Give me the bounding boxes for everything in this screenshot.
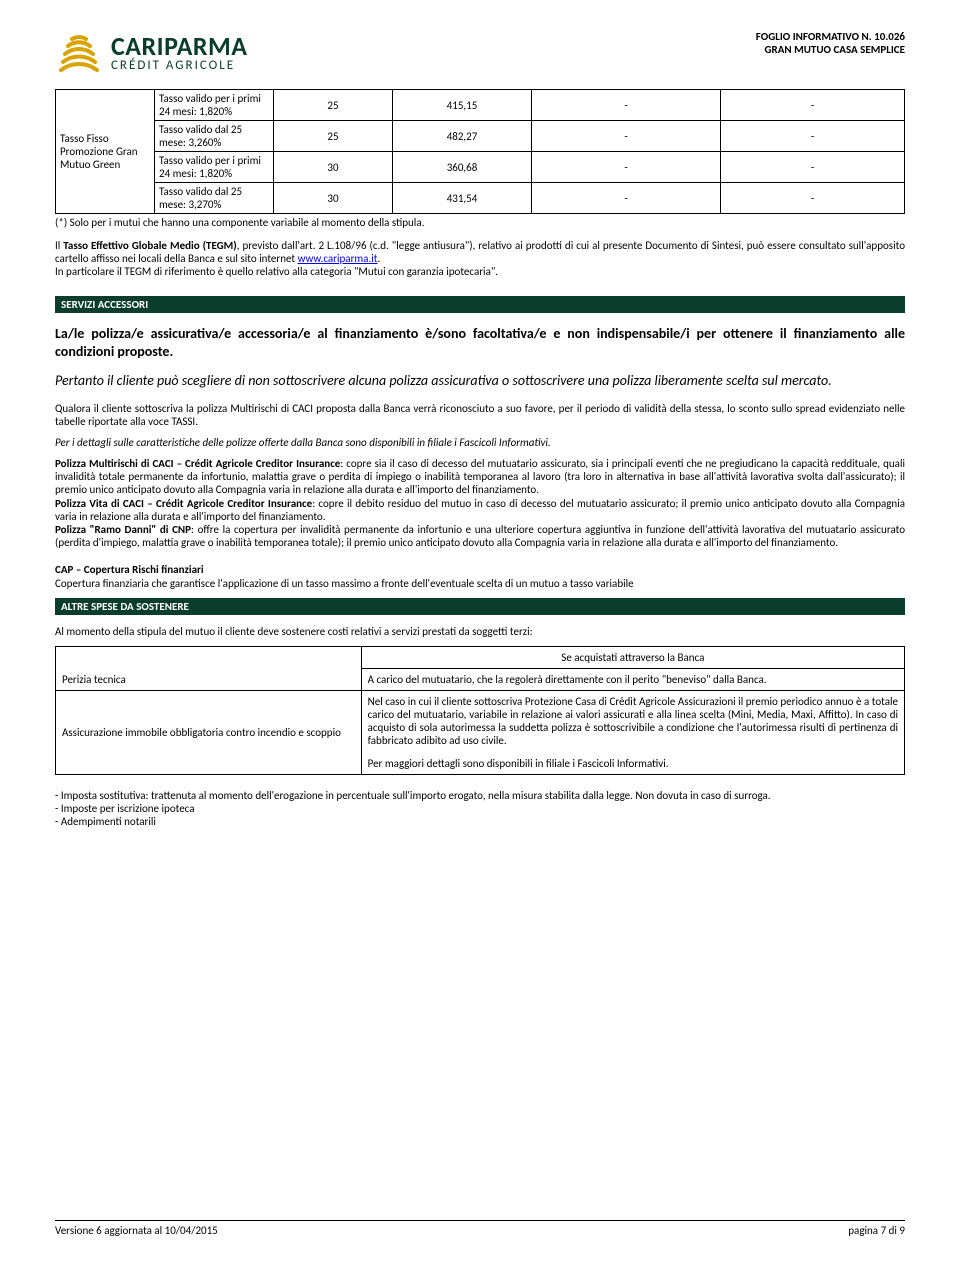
tegm-link[interactable]: www.cariparma.it — [298, 252, 378, 265]
exp-r1-label: Perizia tecnica — [56, 668, 362, 690]
exp-r2-cell: Nel caso in cui il cliente sottoscriva P… — [361, 690, 904, 774]
pol2-b: Polizza Vita di CACI – Crédit Agricole C… — [55, 497, 312, 510]
table-row: Perizia tecnica A carico del mutuatario,… — [56, 668, 905, 690]
post3: - Adempimenti notarili — [55, 815, 905, 828]
rate-rowhead: Tasso Fisso Promozione Gran Mutuo Green — [56, 90, 155, 214]
rate-c3: - — [532, 152, 721, 183]
page-header: CARIPARMA CRÉDIT AGRICOLE FOGLIO INFORMA… — [55, 30, 905, 74]
rate-footnote: (*) Solo per i mutui che hanno una compo… — [55, 216, 905, 229]
doc-sub: GRAN MUTUO CASA SEMPLICE — [756, 43, 905, 56]
rate-c2: 415,15 — [393, 90, 532, 121]
rate-c4: - — [721, 121, 905, 152]
exp-r2-text1: Nel caso in cui il cliente sottoscriva P… — [368, 695, 898, 747]
pol1-b: Polizza Multirischi di CACI – Crédit Agr… — [55, 457, 340, 470]
rate-table: Tasso Fisso Promozione Gran Mutuo Green … — [55, 89, 905, 214]
post1: - Imposta sostitutiva: trattenuta al mom… — [55, 789, 905, 802]
brand-main: CARIPARMA — [111, 33, 248, 59]
section-servizi-title: SERVIZI ACCESSORI — [55, 296, 905, 313]
pol3-b: Polizza "Ramo Danni" di CNP — [55, 523, 191, 536]
servizi-p1: Qualora il cliente sottoscriva la polizz… — [55, 402, 905, 428]
rate-c1: 30 — [274, 152, 393, 183]
table-row: Assicurazione immobile obbligatoria cont… — [56, 690, 905, 774]
cap-b: CAP – Copertura Rischi finanziari — [55, 563, 204, 576]
table-row: Tasso valido per i primi 24 mesi: 1,820%… — [56, 152, 905, 183]
rate-desc: Tasso valido per i primi 24 mesi: 1,820% — [155, 90, 274, 121]
cap-block: CAP – Copertura Rischi finanziari Copert… — [55, 563, 905, 589]
rate-c1: 25 — [274, 90, 393, 121]
header-right: FOGLIO INFORMATIVO N. 10.026 GRAN MUTUO … — [756, 30, 905, 56]
rate-c2: 360,68 — [393, 152, 532, 183]
page-footer: Versione 6 aggiornata al 10/04/2015 pagi… — [55, 1220, 905, 1237]
exp-r2-label: Assicurazione immobile obbligatoria cont… — [56, 690, 362, 774]
exp-r2-text2: Per maggiori dettagli sono disponibili i… — [368, 757, 898, 770]
section-altre-title: ALTRE SPESE DA SOSTENERE — [55, 598, 905, 615]
rate-desc: Tasso valido per i primi 24 mesi: 1,820% — [155, 152, 274, 183]
exp-empty — [56, 646, 362, 668]
rate-c3: - — [532, 90, 721, 121]
tegm-p1b: Tasso Effettivo Globale Medio (TEGM) — [63, 239, 236, 252]
exp-header: Se acquistati attraverso la Banca — [361, 646, 904, 668]
logo-text: CARIPARMA CRÉDIT AGRICOLE — [111, 33, 248, 72]
table-row: Tasso Fisso Promozione Gran Mutuo Green … — [56, 90, 905, 121]
rate-desc: Tasso valido dal 25 mese: 3,260% — [155, 121, 274, 152]
post2: - Imposte per iscrizione ipoteca — [55, 802, 905, 815]
post-list: - Imposta sostitutiva: trattenuta al mom… — [55, 789, 905, 829]
rate-c1: 30 — [274, 183, 393, 214]
exp-r1-text: A carico del mutuatario, che la regolerà… — [361, 668, 904, 690]
servizi-bold: La/le polizza/e assicurativa/e accessori… — [55, 325, 905, 360]
altre-intro: Al momento della stipula del mutuo il cl… — [55, 625, 905, 638]
logo-arcs-icon — [55, 30, 103, 74]
table-row: Tasso valido dal 25 mese: 3,260% 25 482,… — [56, 121, 905, 152]
rate-c2: 482,27 — [393, 121, 532, 152]
tegm-p2: In particolare il TEGM di riferimento è … — [55, 265, 498, 278]
logo-block: CARIPARMA CRÉDIT AGRICOLE — [55, 30, 248, 74]
footer-right: pagina 7 di 9 — [848, 1224, 905, 1237]
doc-ref: FOGLIO INFORMATIVO N. 10.026 — [756, 30, 905, 43]
rate-c1: 25 — [274, 121, 393, 152]
rate-c3: - — [532, 183, 721, 214]
rate-c2: 431,54 — [393, 183, 532, 214]
policy-1: Polizza Multirischi di CACI – Crédit Agr… — [55, 457, 905, 549]
brand-sub: CRÉDIT AGRICOLE — [111, 59, 248, 72]
page: CARIPARMA CRÉDIT AGRICOLE FOGLIO INFORMA… — [0, 0, 960, 1262]
rate-c4: - — [721, 152, 905, 183]
tegm-para: Il Tasso Effettivo Globale Medio (TEGM),… — [55, 239, 905, 278]
rate-c4: - — [721, 90, 905, 121]
servizi-italic: Pertanto il cliente può scegliere di non… — [55, 372, 905, 390]
servizi-p2: Per i dettagli sulle caratteristiche del… — [55, 436, 905, 449]
expense-table: Se acquistati attraverso la Banca Perizi… — [55, 646, 905, 775]
footer-left: Versione 6 aggiornata al 10/04/2015 — [55, 1224, 218, 1237]
table-row: Tasso valido dal 25 mese: 3,270% 30 431,… — [56, 183, 905, 214]
table-row: Se acquistati attraverso la Banca — [56, 646, 905, 668]
cap-t: Copertura finanziaria che garantisce l'a… — [55, 577, 634, 590]
rate-c4: - — [721, 183, 905, 214]
rate-desc: Tasso valido dal 25 mese: 3,270% — [155, 183, 274, 214]
rate-c3: - — [532, 121, 721, 152]
